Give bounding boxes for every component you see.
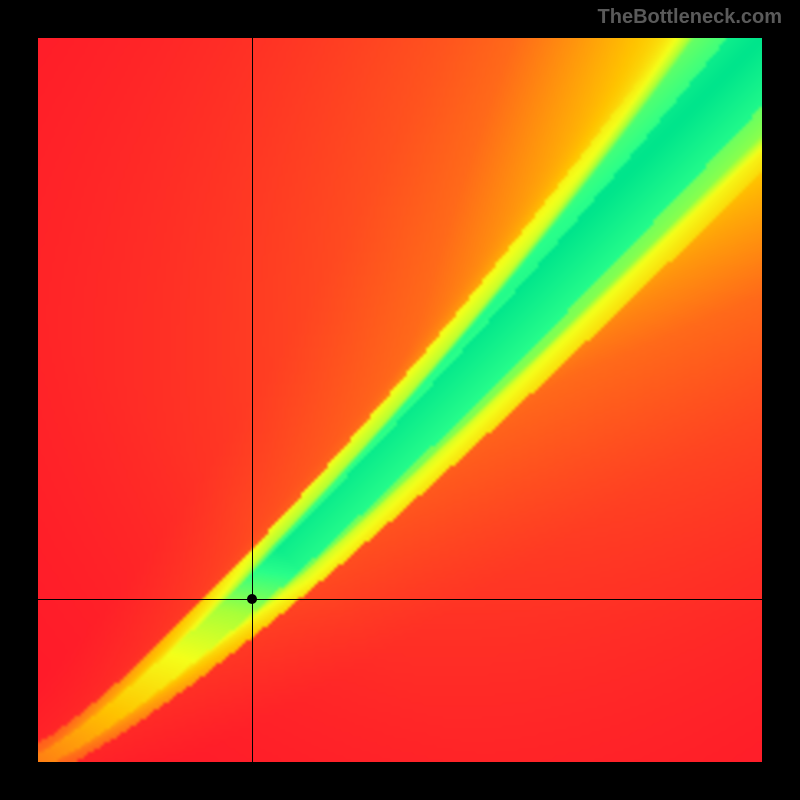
heatmap-plot: [38, 38, 762, 762]
attribution-label: TheBottleneck.com: [598, 6, 782, 29]
heatmap-canvas: [38, 38, 762, 762]
crosshair-horizontal: [38, 599, 762, 600]
crosshair-vertical: [252, 38, 253, 762]
chart-container: TheBottleneck.com: [0, 0, 800, 800]
crosshair-marker: [247, 594, 257, 604]
